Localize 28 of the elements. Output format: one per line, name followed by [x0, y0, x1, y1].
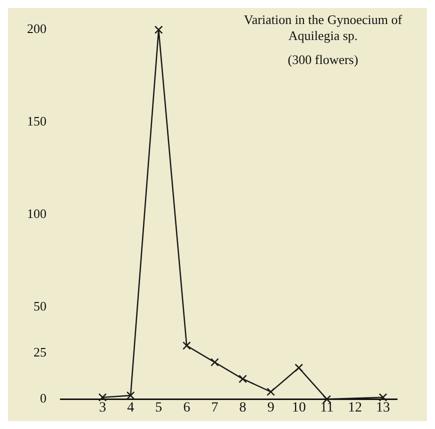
- x-tick-label: 10: [292, 400, 306, 416]
- x-tick-label: 9: [267, 400, 274, 416]
- point: [266, 388, 275, 396]
- point: [98, 393, 107, 402]
- y-tick-label: 150: [27, 114, 46, 129]
- text: (300 flowers): [286, 52, 360, 68]
- x-tick-label: 11: [320, 400, 334, 416]
- point: [154, 26, 163, 34]
- y-tick-label: 100: [27, 206, 46, 221]
- x-tick-label: 8: [239, 400, 246, 416]
- x-tick-label: 4: [127, 400, 134, 416]
- x-tick-label: 5: [155, 400, 162, 416]
- x-tick-label: 6: [183, 400, 190, 416]
- point: [126, 391, 135, 400]
- point: [294, 364, 304, 372]
- y-tick-label: 200: [27, 21, 46, 36]
- chart-title: Variation in the Gynoecium of Aquilegia sp.: [242, 12, 404, 44]
- point: [378, 393, 388, 402]
- y-tick-label: 0: [40, 390, 46, 406]
- point: [238, 374, 247, 384]
- x-tick-label: 7: [211, 400, 218, 416]
- y-tick-label: 50: [34, 298, 46, 314]
- y-tick-label: 25: [34, 344, 46, 360]
- x-tick-label: 12: [348, 400, 362, 416]
- point: [182, 341, 191, 350]
- point: [210, 358, 219, 366]
- x-tick-label: 13: [376, 400, 390, 416]
- x-tick-label: 3: [99, 400, 106, 416]
